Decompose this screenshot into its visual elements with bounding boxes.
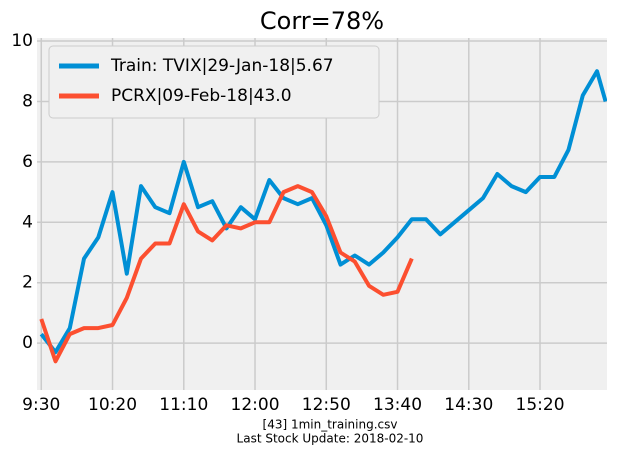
x-tick-label: 12:00 [231,395,280,415]
series-line [39,69,607,355]
x-tick-label: 15:20 [516,395,565,415]
x-tick-label: 11:10 [159,395,208,415]
x-tick-label: 14:30 [444,395,493,415]
x-tick-label: 10:20 [88,395,137,415]
x-tick-label: 12:50 [302,395,351,415]
footer-text: Last Stock Update: 2018-02-10 [237,432,424,446]
footer-text: [43] 1min_training.csv [263,418,398,432]
y-tick-label: 10 [11,31,33,51]
y-tick-label: 0 [22,333,33,353]
legend-label: PCRX|09-Feb-18|43.0 [111,86,292,106]
legend-label: Train: TVIX|29-Jan-18|5.67 [110,56,334,76]
y-tick-label: 6 [22,152,33,172]
x-tick-label: 9:30 [22,395,60,415]
legend-box [48,45,380,119]
series-line [39,184,414,364]
y-tick-label: 4 [22,212,33,232]
y-tick-label: 2 [22,273,33,293]
chart-title: Corr=78% [260,7,384,35]
y-tick-label: 8 [22,91,33,111]
x-tick-label: 13:40 [373,395,422,415]
